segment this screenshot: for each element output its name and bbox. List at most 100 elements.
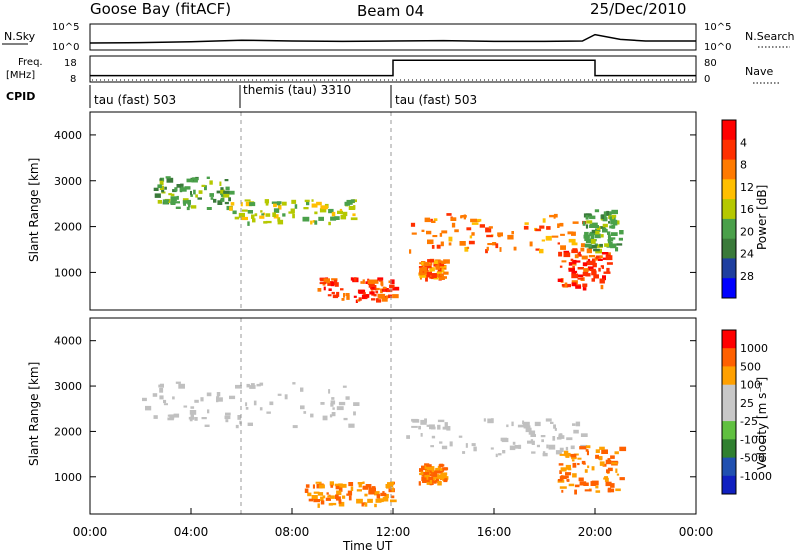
- data-cell: [344, 201, 351, 206]
- data-cell: [558, 463, 564, 466]
- data-cell: [423, 477, 427, 483]
- data-cell: [604, 243, 609, 247]
- data-cell: [601, 252, 609, 255]
- data-cell: [438, 474, 445, 480]
- data-cell: [584, 469, 588, 473]
- data-cell: [411, 425, 418, 428]
- data-cell: [154, 193, 161, 198]
- colorbar-tick-label: -1000: [740, 470, 772, 483]
- data-cell: [495, 243, 499, 249]
- data-cell: [341, 298, 345, 301]
- data-cell: [485, 227, 492, 233]
- data-cell: [426, 424, 431, 427]
- data-cell: [536, 444, 540, 448]
- data-cell: [322, 415, 328, 421]
- data-cell: [568, 238, 576, 243]
- data-cell: [290, 208, 295, 214]
- data-cell: [406, 435, 410, 439]
- data-cell: [390, 499, 397, 503]
- data-cell: [190, 406, 195, 409]
- power-colorbar-label: Power [dB]: [755, 185, 769, 250]
- data-cell: [588, 255, 596, 258]
- data-cell: [204, 185, 207, 191]
- data-cell: [169, 414, 175, 420]
- data-cell: [571, 271, 576, 275]
- data-cell: [592, 258, 596, 264]
- data-cell: [421, 467, 427, 470]
- data-cell: [337, 210, 343, 214]
- data-cell: [443, 467, 448, 471]
- data-cell: [566, 437, 573, 441]
- data-cell: [611, 462, 618, 465]
- data-cell: [142, 397, 147, 402]
- data-cell: [341, 495, 346, 499]
- data-cell: [432, 267, 435, 272]
- y-tick-label: 3000: [54, 175, 82, 188]
- data-cell: [603, 227, 607, 231]
- data-cell: [449, 441, 453, 447]
- data-cell: [436, 477, 439, 483]
- data-cell: [563, 252, 571, 258]
- data-cell: [168, 193, 172, 196]
- data-cell: [534, 421, 541, 427]
- data-cell: [585, 238, 592, 243]
- data-cell: [201, 417, 207, 420]
- data-cell: [581, 255, 588, 260]
- data-cell: [585, 224, 589, 229]
- colorbar-tick-label: 25: [740, 397, 754, 410]
- data-cell: [429, 268, 433, 272]
- data-cell: [311, 203, 318, 208]
- data-cell: [429, 480, 433, 484]
- data-cell: [528, 430, 536, 435]
- colorbar-swatch: [722, 120, 736, 141]
- data-cell: [272, 212, 276, 217]
- data-cell: [277, 393, 282, 396]
- data-cell: [224, 201, 229, 205]
- data-cell: [224, 179, 229, 182]
- data-cell: [335, 494, 339, 500]
- data-cell: [390, 481, 395, 486]
- data-cell: [607, 467, 613, 472]
- data-cell: [386, 289, 393, 293]
- data-cell: [331, 291, 335, 295]
- data-cell: [576, 254, 582, 257]
- data-cell: [225, 419, 229, 423]
- data-cell: [433, 277, 439, 280]
- data-cell: [350, 199, 355, 203]
- data-cell: [438, 276, 445, 280]
- data-cell: [421, 229, 425, 232]
- data-cell: [492, 242, 497, 246]
- data-cell: [572, 473, 577, 478]
- data-cell: [311, 495, 318, 500]
- data-cell: [348, 206, 356, 210]
- data-cell: [612, 214, 617, 218]
- data-cell: [582, 286, 587, 291]
- data-cell: [602, 275, 606, 281]
- data-cell: [523, 425, 531, 429]
- data-cell: [584, 243, 592, 248]
- colorbar-swatch: [722, 199, 736, 220]
- data-cell: [557, 223, 560, 228]
- data-cell: [571, 459, 575, 462]
- velocity-y-axis: 1000 2000 3000 4000: [54, 335, 696, 484]
- data-cell: [192, 177, 196, 180]
- data-cell: [240, 202, 243, 207]
- data-cell: [325, 497, 331, 501]
- data-cell: [189, 419, 193, 422]
- data-cell: [238, 212, 245, 218]
- data-cell: [555, 450, 562, 455]
- data-cell: [509, 445, 516, 451]
- data-cell: [197, 197, 202, 200]
- data-cell: [513, 246, 517, 251]
- data-cell: [583, 268, 589, 273]
- data-cell: [225, 186, 230, 191]
- data-cell: [611, 209, 618, 215]
- data-cell: [362, 481, 365, 484]
- y-tick-label: 2000: [54, 221, 82, 234]
- data-cell: [479, 224, 485, 228]
- nave-tick-high: 80: [704, 58, 717, 69]
- data-cell: [383, 286, 386, 292]
- colorbar-swatch: [722, 348, 736, 367]
- data-cell: [186, 178, 194, 183]
- data-cell: [588, 214, 593, 217]
